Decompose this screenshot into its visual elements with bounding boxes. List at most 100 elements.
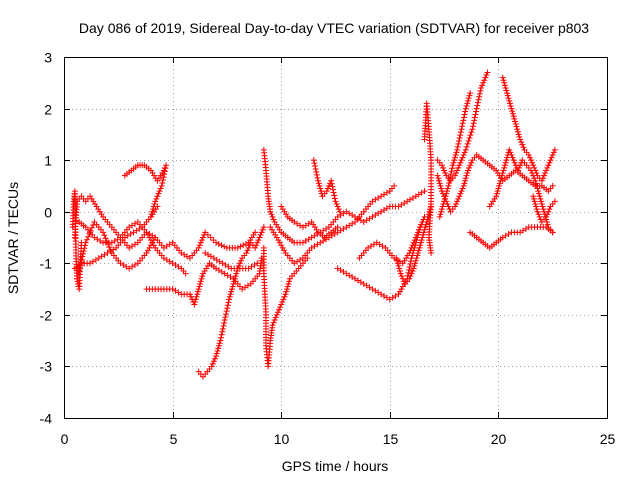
- data-point: [535, 188, 542, 195]
- data-point: [495, 185, 502, 192]
- data-point: [330, 189, 337, 196]
- data-point: [393, 255, 400, 262]
- data-point: [463, 143, 470, 150]
- data-point: [457, 129, 464, 136]
- data-point: [546, 206, 553, 213]
- y-axis-label: SDTVAR / TECUs: [5, 182, 21, 294]
- data-point: [260, 224, 267, 231]
- data-point: [150, 206, 157, 213]
- data-point: [446, 177, 453, 184]
- data-point: [332, 198, 339, 205]
- data-point: [245, 244, 252, 251]
- data-point: [334, 203, 341, 210]
- data-point: [533, 182, 540, 189]
- data-point: [227, 291, 234, 298]
- data-point: [546, 159, 553, 166]
- data-point: [455, 137, 462, 144]
- data-point: [511, 115, 518, 122]
- data-point: [515, 131, 522, 138]
- data-point: [457, 190, 464, 197]
- data-point: [152, 198, 159, 205]
- data-point: [208, 363, 215, 370]
- data-point: [317, 185, 324, 192]
- data-point: [199, 273, 206, 280]
- data-point: [449, 165, 456, 172]
- data-point: [468, 129, 475, 136]
- data-point: [191, 301, 198, 308]
- data-point: [544, 211, 551, 218]
- data-point: [101, 232, 108, 239]
- data-point: [273, 234, 280, 241]
- data-point: [310, 157, 317, 164]
- data-point: [218, 242, 225, 249]
- data-point: [271, 317, 278, 324]
- data-point: [278, 301, 285, 308]
- data-point: [163, 162, 170, 169]
- data-point: [461, 111, 468, 118]
- data-point: [146, 244, 153, 251]
- data-point: [182, 270, 189, 277]
- data-point: [465, 137, 472, 144]
- data-point: [198, 275, 205, 282]
- data-point: [330, 186, 337, 193]
- data-point: [542, 170, 549, 177]
- data-point: [455, 195, 462, 202]
- data-point: [419, 234, 426, 241]
- data-point: [445, 203, 452, 210]
- data-point: [445, 182, 452, 189]
- data-point: [391, 182, 398, 189]
- data-point: [228, 286, 235, 293]
- data-point: [107, 247, 114, 254]
- data-point: [200, 234, 207, 241]
- x-axis-label: GPS time / hours: [282, 458, 389, 474]
- data-point: [328, 180, 335, 187]
- data-point: [533, 170, 540, 177]
- data-point: [415, 247, 422, 254]
- data-point: [423, 219, 430, 226]
- data-point: [474, 99, 481, 106]
- data-point: [444, 185, 451, 192]
- data-point: [331, 192, 338, 199]
- data-point: [409, 268, 416, 275]
- data-point: [448, 168, 455, 175]
- data-point: [467, 162, 474, 169]
- data-point: [192, 296, 199, 303]
- data-point: [435, 175, 442, 182]
- data-point: [399, 275, 406, 282]
- data-point: [508, 151, 515, 158]
- data-point: [234, 244, 241, 251]
- data-point: [313, 171, 320, 178]
- data-point: [503, 157, 510, 164]
- data-point: [530, 195, 537, 202]
- data-point: [407, 261, 414, 268]
- data-point: [83, 236, 90, 243]
- data-point: [276, 306, 283, 313]
- data-point: [512, 121, 519, 128]
- data-point: [413, 255, 420, 262]
- data-point: [463, 102, 470, 109]
- data-point: [439, 203, 446, 210]
- data-point: [144, 231, 151, 238]
- data-point: [215, 345, 222, 352]
- data-point: [415, 229, 422, 236]
- data-point: [336, 208, 343, 215]
- data-point: [508, 105, 515, 112]
- data-point: [257, 231, 264, 238]
- data-point: [406, 263, 413, 270]
- data-point: [517, 162, 524, 169]
- data-point: [408, 270, 415, 277]
- data-point: [493, 190, 500, 197]
- data-point: [506, 97, 513, 104]
- data-point: [417, 239, 424, 246]
- data-point: [397, 270, 404, 277]
- data-point: [242, 240, 249, 247]
- data-point: [106, 244, 113, 251]
- data-point: [329, 183, 336, 190]
- data-point: [192, 298, 199, 305]
- data-point: [450, 159, 457, 166]
- data-point: [283, 288, 290, 295]
- data-point: [420, 229, 427, 236]
- data-point: [454, 167, 461, 174]
- data-point: [530, 162, 537, 169]
